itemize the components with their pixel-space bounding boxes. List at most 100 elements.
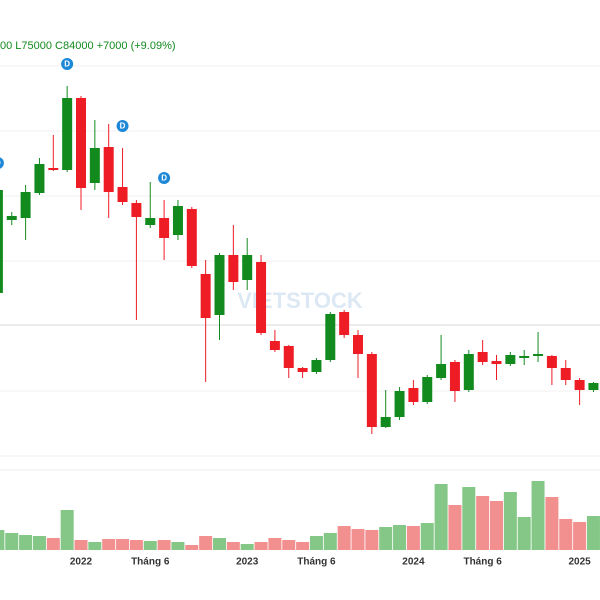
volume-bar [199, 536, 213, 550]
volume-bar [490, 501, 503, 550]
candle-body [325, 314, 336, 360]
volume-bar [74, 540, 88, 550]
volume-bar [531, 481, 545, 550]
candle-body [408, 388, 419, 402]
candle-body [228, 255, 239, 282]
volume-bar [365, 530, 379, 550]
candle-body [0, 190, 3, 293]
x-tick-label: 2025 [568, 557, 591, 568]
volume-bar [157, 540, 171, 550]
candle-body [131, 203, 142, 217]
volume-bar [254, 542, 268, 550]
volume-bar [143, 541, 157, 550]
volume-bar [60, 510, 74, 550]
candle-body [380, 417, 391, 427]
x-tick-label: 2023 [236, 557, 259, 568]
candle-body [89, 148, 100, 183]
candle-body [422, 377, 433, 402]
candle-body [145, 218, 156, 225]
x-tick-label: Tháng 6 [463, 557, 502, 568]
volume-bar [462, 487, 476, 550]
candle-body [449, 362, 460, 391]
volume-bar [296, 542, 310, 550]
dividend-label: D [0, 159, 1, 168]
candle-body [34, 164, 45, 193]
volume-bar [448, 505, 462, 550]
volume-bar [586, 516, 600, 550]
volume-bar [545, 497, 559, 550]
ohlc-header: 00 L75000 C84000 +7000 (+9.09%) [0, 40, 176, 52]
candle-body [436, 364, 447, 378]
volume-bar [213, 538, 226, 550]
volume-bar [226, 542, 240, 550]
volume-bar [379, 527, 393, 550]
candle-body [366, 354, 377, 427]
volume-bar [32, 536, 46, 550]
candle-body [172, 206, 183, 235]
candle-body [256, 262, 267, 333]
volume-bar [282, 540, 296, 550]
volume-bar [559, 519, 573, 550]
volume-bar [517, 517, 531, 550]
candle-body [48, 168, 59, 170]
volume-bar [19, 535, 33, 550]
volume-bar [420, 523, 434, 550]
volume-bar [476, 496, 490, 550]
x-tick-label: 2024 [402, 557, 425, 568]
volume-bar [46, 538, 60, 550]
candle-body [560, 368, 571, 380]
candle-body [200, 274, 211, 318]
candle-body [186, 209, 197, 266]
volume-bar [88, 542, 102, 550]
grid [0, 65, 600, 457]
candle-body [533, 354, 544, 356]
candle-body [269, 341, 280, 350]
candle-body [574, 380, 585, 390]
candle-body [76, 98, 86, 188]
candle-body [297, 368, 308, 372]
volume-bar [240, 544, 254, 550]
candle-body [353, 335, 363, 354]
volume-bar [0, 530, 5, 550]
dividend-label: D [120, 122, 126, 131]
volume-bar [337, 526, 351, 550]
volume-bar [503, 492, 517, 550]
candle-body [20, 192, 31, 218]
candle-body [546, 356, 557, 368]
candle-body [159, 218, 170, 238]
volume-bar [323, 533, 337, 550]
candle-body [588, 383, 599, 390]
volume-bar [434, 484, 448, 550]
candle-body [491, 361, 502, 364]
volume-bar [309, 536, 323, 550]
candle-body [117, 187, 128, 202]
candle-body [339, 312, 350, 335]
candle-body [477, 352, 488, 362]
dividend-marker [0, 157, 4, 169]
candle-body [311, 360, 322, 372]
volume-bar [351, 529, 365, 550]
x-tick-label: Tháng 6 [297, 557, 336, 568]
dividend-marker [61, 58, 74, 70]
volume-bar [185, 545, 199, 550]
volume-bar [171, 542, 185, 550]
x-tick-label: 2022 [70, 557, 93, 568]
x-tick-label: Tháng 6 [131, 557, 170, 568]
dividend-marker [116, 120, 129, 132]
dividend-label: D [161, 174, 167, 183]
volume-bar [268, 538, 282, 550]
volume-bar [116, 539, 130, 550]
candle-body [283, 346, 294, 368]
volume-bar [102, 539, 116, 550]
volume-bar [406, 526, 420, 550]
candle-body [6, 216, 17, 220]
candle-body [103, 147, 114, 192]
candle-body [394, 391, 405, 417]
dividend-label: D [64, 60, 70, 69]
candle-body [463, 354, 474, 390]
candle-body [62, 98, 73, 170]
volume-bar [393, 525, 407, 550]
volume-bar [5, 533, 19, 550]
